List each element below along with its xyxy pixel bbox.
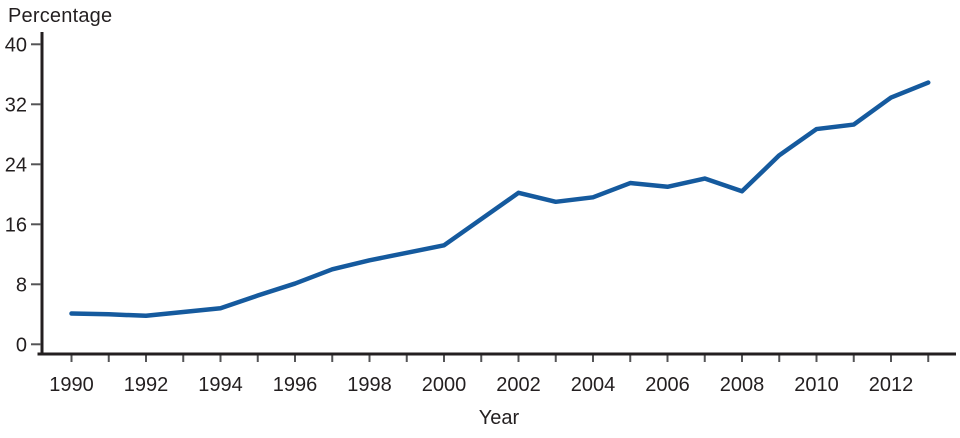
y-tick-label: 8: [16, 274, 27, 296]
x-tick-label: 2012: [869, 374, 914, 396]
x-tick-label: 2008: [720, 374, 765, 396]
x-tick-label: 1996: [273, 374, 318, 396]
x-tick-label: 1992: [124, 374, 169, 396]
x-tick-label: 2000: [422, 374, 467, 396]
x-tick-label: 1990: [49, 374, 94, 396]
x-tick-label: 2002: [496, 374, 541, 396]
y-axis-title: Percentage: [8, 5, 113, 27]
x-tick-label: 2010: [794, 374, 839, 396]
y-tick-label: 16: [5, 214, 27, 236]
x-axis-title: Year: [478, 407, 520, 429]
x-tick-label: 1998: [347, 374, 392, 396]
data-line-percentage: [69, 80, 931, 319]
y-tick-label: 40: [5, 34, 27, 56]
y-tick-label: 0: [16, 334, 27, 356]
y-tick-label: 24: [5, 154, 27, 176]
x-tick-label: 2006: [645, 374, 690, 396]
x-tick-label: 1994: [198, 374, 243, 396]
y-tick-label: 32: [5, 94, 27, 116]
x-tick-label: 2004: [571, 374, 616, 396]
